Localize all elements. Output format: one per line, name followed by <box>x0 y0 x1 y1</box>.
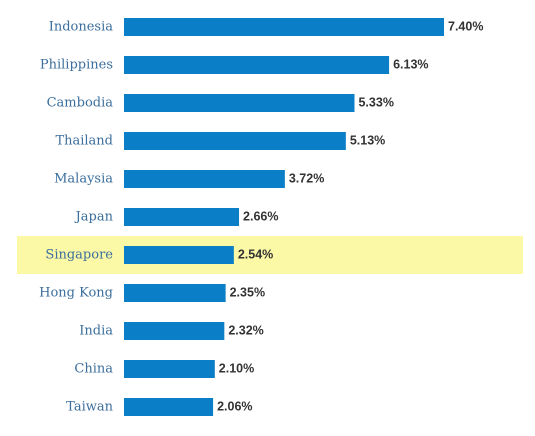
bar <box>124 56 390 74</box>
bar <box>124 246 234 264</box>
value-label: 2.35% <box>230 285 265 299</box>
bar <box>124 94 355 112</box>
bar <box>124 132 346 150</box>
highlight-band <box>17 236 523 274</box>
value-label: 2.06% <box>217 399 252 413</box>
value-label: 2.66% <box>243 209 278 223</box>
bar <box>124 18 444 36</box>
category-label: Cambodia <box>47 96 114 111</box>
category-label: India <box>79 324 113 339</box>
category-label: Singapore <box>45 248 113 263</box>
category-label: Thailand <box>55 134 113 149</box>
value-label: 7.40% <box>448 19 483 33</box>
value-label: 3.72% <box>289 171 324 185</box>
category-label: Malaysia <box>54 172 113 187</box>
bar <box>124 170 285 188</box>
category-label: Philippines <box>40 58 113 73</box>
category-label: China <box>74 362 113 377</box>
value-label: 2.10% <box>219 361 254 375</box>
category-label: Japan <box>74 210 114 225</box>
value-label: 6.13% <box>393 57 428 71</box>
bar <box>124 360 215 378</box>
bar <box>124 322 225 340</box>
bar <box>124 284 226 302</box>
category-label: Taiwan <box>66 400 113 415</box>
bar <box>124 398 214 416</box>
value-label: 5.13% <box>350 133 385 147</box>
value-label: 2.32% <box>228 323 263 337</box>
category-label: Indonesia <box>49 20 114 35</box>
bar <box>124 208 240 226</box>
value-label: 5.33% <box>358 95 393 109</box>
category-label: Hong Kong <box>39 286 113 301</box>
value-label: 2.54% <box>238 247 273 261</box>
